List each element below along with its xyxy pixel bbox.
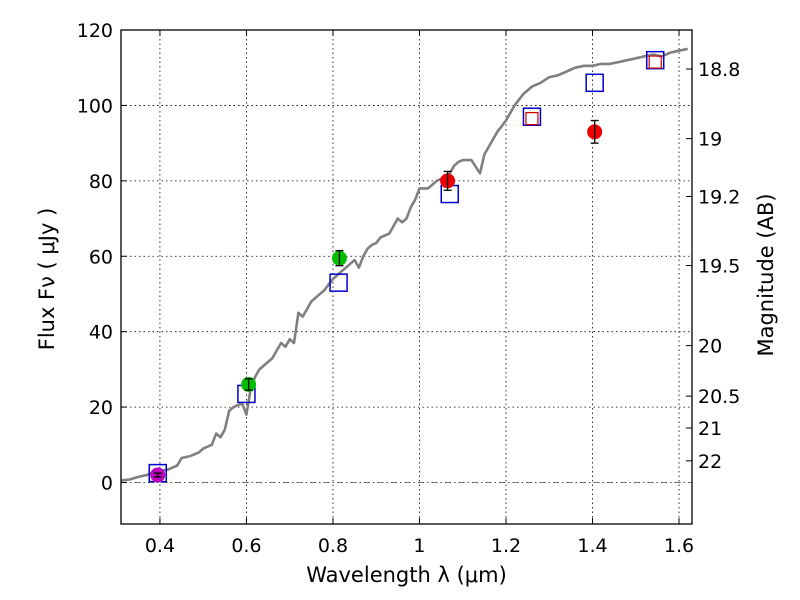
x-tick-label: 0.6 (231, 535, 261, 557)
model-square-small-marker (648, 55, 662, 69)
y2-tick-label: 19.5 (698, 256, 740, 278)
y2-tick-label: 21 (698, 418, 722, 440)
y-tick-label: 80 (89, 171, 113, 193)
y-tick-label: 60 (89, 246, 113, 268)
y-tick-label: 40 (89, 322, 113, 344)
y2-tick-label: 20 (698, 336, 722, 358)
y-axis-label: Flux Fν ( μJy ) (35, 208, 59, 351)
model-square-marker (522, 107, 542, 126)
markers-group (148, 50, 665, 483)
model-square-small-marker (525, 112, 539, 126)
y2-tick-label: 18.8 (698, 59, 740, 81)
y-tick-label: 100 (77, 95, 113, 117)
model-square-marker (329, 273, 348, 292)
y-tick-label: 120 (77, 20, 113, 42)
plot-frame (120, 29, 693, 525)
x-tick-label: 1.6 (664, 535, 694, 557)
x-tick-label: 1 (413, 535, 425, 557)
y2-tick-label: 19 (698, 129, 722, 151)
x-tick-label: 0.4 (145, 535, 175, 557)
x-axis-label: Wavelength λ (μm) (306, 563, 507, 587)
x-tick-label: 1.4 (577, 535, 607, 557)
y2-tick-label: 19.2 (698, 186, 740, 208)
x-tick-label: 0.8 (318, 535, 348, 557)
y2-tick-label: 22 (698, 451, 722, 473)
axis-ticks: 0.4 0.6 0.8 1 1.2 1.4 1.6 0 20 40 60 80 100 120 18.8 19… (77, 20, 741, 557)
y-tick-label: 0 (101, 473, 113, 495)
x-tick-label: 1.2 (491, 535, 521, 557)
y2-axis-label: Magnitude (AB) (754, 193, 778, 356)
spectrum-group (120, 47, 688, 482)
model-square-marker (645, 50, 665, 70)
spectrum-line (120, 47, 688, 482)
model-square-marker (585, 73, 604, 93)
y2-tick-label: 20.5 (698, 386, 740, 408)
y-tick-label: 20 (89, 397, 113, 419)
